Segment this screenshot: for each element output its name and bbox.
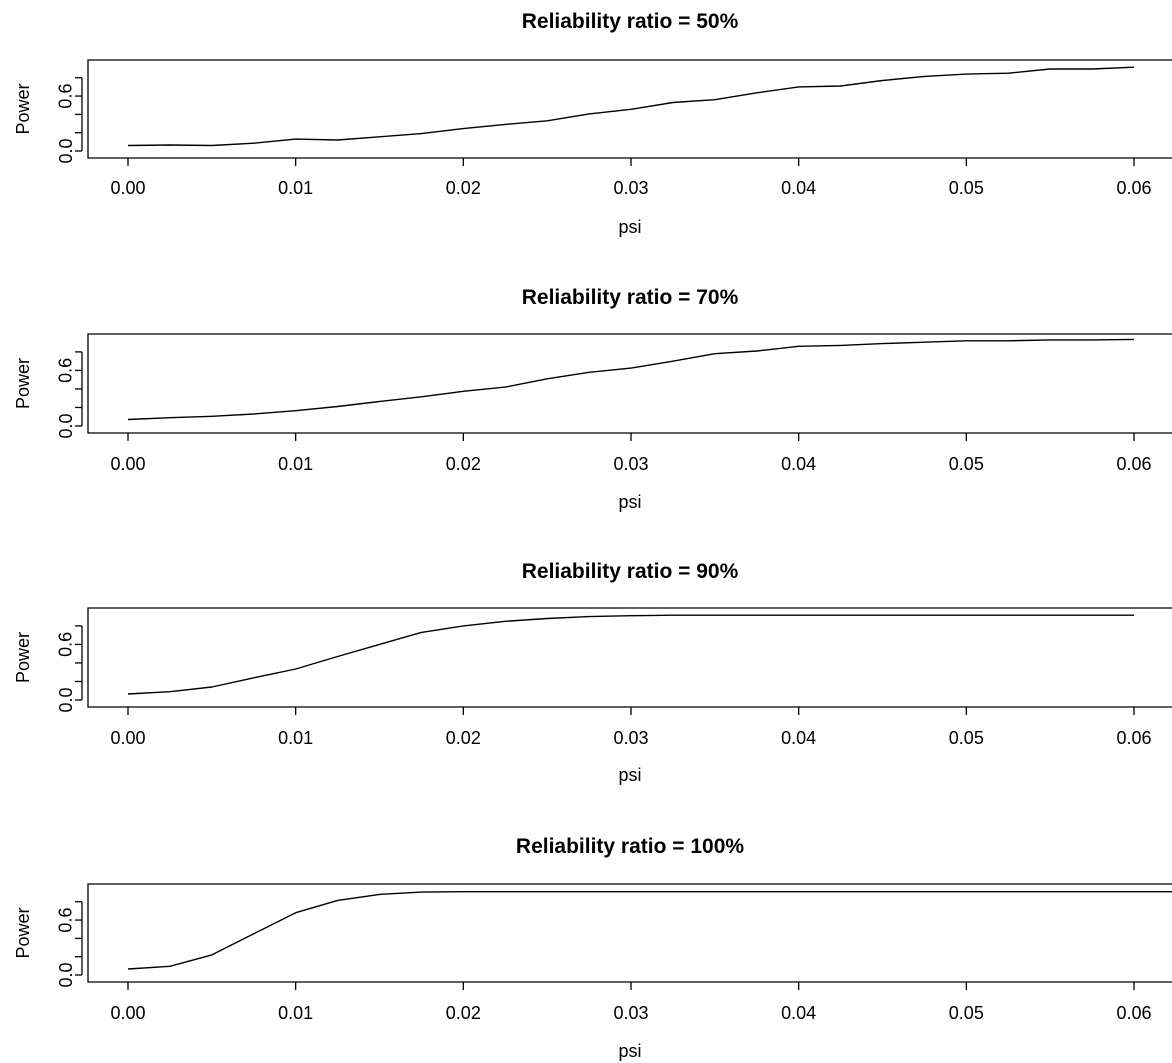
x-tick-label: 0.06 [1116,178,1151,198]
y-tick-label: 0.0 [56,687,76,712]
y-axis-label: Power [13,83,33,134]
y-axis-label: Power [13,632,33,683]
x-tick-label: 0.01 [278,178,313,198]
series-line [127,338,1135,421]
plot-frame [87,333,1172,434]
x-tick-label: 0.03 [613,1003,648,1023]
x-tick-label: 0.02 [446,728,481,748]
panel-3: Reliability ratio = 90% 0.0 0.6 Power 0.00 0.… [13,560,1172,785]
panel-title: Reliability ratio = 100% [516,835,745,858]
x-axis-label: psi [618,492,641,512]
x-tick-label: 0.03 [613,454,648,474]
x-tick-label: 0.04 [781,454,816,474]
plot-frame [87,59,1172,159]
y-tick-label: 0.6 [56,84,76,109]
y-axis-label: Power [13,907,33,958]
x-tick-label: 0.01 [278,1003,313,1023]
plot-frame [87,607,1172,708]
x-tick-label: 0.06 [1116,454,1151,474]
x-tick-label: 0.00 [110,1003,145,1023]
x-tick-label: 0.01 [278,454,313,474]
panel-title: Reliability ratio = 90% [522,560,739,583]
y-tick-label: 0.0 [56,962,76,987]
x-tick-label: 0.02 [446,178,481,198]
x-axis-label: psi [618,765,641,785]
y-tick-label: 0.6 [56,632,76,657]
y-tick-label: 0.6 [56,908,76,933]
x-tick-label: 0.02 [446,454,481,474]
series-line [127,66,1135,147]
y-tick-label: 0.0 [56,138,76,163]
panel-title: Reliability ratio = 70% [522,286,739,309]
plot-frame [87,883,1172,983]
panel-title: Reliability ratio = 50% [522,10,739,33]
x-tick-label: 0.05 [949,178,984,198]
x-tick-label: 0.06 [1116,728,1151,748]
panel-1: Reliability ratio = 50% 0.0 0.6 Power 0.00 0.… [13,10,1172,237]
x-tick-label: 0.04 [781,178,816,198]
x-tick-label: 0.02 [446,1003,481,1023]
x-axis-label: psi [618,1041,641,1061]
series-line [127,891,1172,970]
x-tick-label: 0.01 [278,728,313,748]
x-tick-label: 0.06 [1116,1003,1151,1023]
x-axis-label: psi [618,217,641,237]
x-tick-label: 0.03 [613,178,648,198]
x-tick-label: 0.00 [110,454,145,474]
y-axis-label: Power [13,358,33,409]
x-tick-label: 0.05 [949,728,984,748]
x-tick-label: 0.05 [949,454,984,474]
x-tick-label: 0.00 [110,728,145,748]
x-tick-label: 0.05 [949,1003,984,1023]
y-tick-label: 0.6 [56,358,76,383]
x-tick-label: 0.03 [613,728,648,748]
panel-4: Reliability ratio = 100% 0.0 0.6 Power 0.00 0… [13,835,1172,1061]
y-tick-label: 0.0 [56,413,76,438]
x-tick-label: 0.04 [781,728,816,748]
series-line [127,614,1134,695]
x-tick-label: 0.00 [110,178,145,198]
panel-2: Reliability ratio = 70% 0.0 0.6 Power 0.00 0.… [13,286,1172,512]
x-tick-label: 0.04 [781,1003,816,1023]
